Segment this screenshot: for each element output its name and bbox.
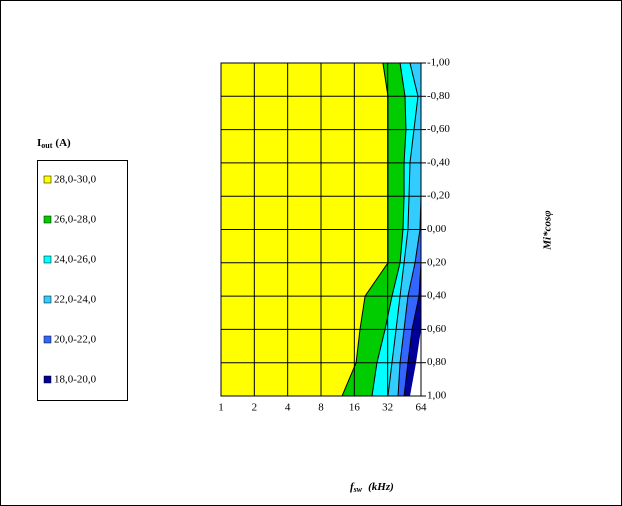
legend-label: 24,0-26,0 xyxy=(54,254,97,266)
contour-line xyxy=(341,62,389,397)
y-tick-label: -0,80 xyxy=(427,90,450,102)
contour-band xyxy=(342,63,406,396)
x-tick-label: 64 xyxy=(416,402,428,414)
contour-band xyxy=(371,63,418,396)
contour-line xyxy=(387,62,419,397)
y-tick-label: 0,80 xyxy=(427,356,447,368)
y-tick-label: -1,00 xyxy=(427,57,450,69)
legend-swatch xyxy=(43,295,52,304)
x-tick-label: 2 xyxy=(252,402,258,414)
legend-label: 22,0-24,0 xyxy=(54,294,97,306)
contour-band xyxy=(404,63,421,396)
y-tick-label: 0,60 xyxy=(427,323,447,335)
legend-label: 18,0-20,0 xyxy=(54,374,97,386)
legend-title: Iout (A) xyxy=(37,137,71,150)
y-tick-label: -0,60 xyxy=(427,123,450,135)
y-tick-label: -0,40 xyxy=(427,156,450,168)
legend-swatch xyxy=(43,335,52,344)
y-tick-label: 0,20 xyxy=(427,256,447,268)
x-axis-label: fsw (kHz) xyxy=(350,481,394,494)
y-tick-label: 0,40 xyxy=(427,290,447,302)
y-tick-label: 1,00 xyxy=(427,390,447,402)
legend-swatch xyxy=(43,255,52,264)
legend-swatch xyxy=(43,215,52,224)
legend-swatch xyxy=(43,175,52,184)
y-axis-label: Mi*cosφ xyxy=(542,210,554,251)
legend-label: 26,0-28,0 xyxy=(54,214,97,226)
legend-swatch xyxy=(43,375,52,384)
x-tick-label: 1 xyxy=(218,402,224,414)
contour-line xyxy=(371,62,407,397)
legend-box xyxy=(37,160,128,401)
x-tick-label: 4 xyxy=(285,402,291,414)
contour-band xyxy=(387,63,421,396)
x-tick-label: 16 xyxy=(349,402,361,414)
x-tick-label: 32 xyxy=(382,402,393,414)
y-tick-label: 0,00 xyxy=(427,223,447,235)
legend-label: 20,0-22,0 xyxy=(54,334,97,346)
legend-label: 28,0-30,0 xyxy=(54,174,97,186)
y-tick-label: -0,20 xyxy=(427,190,450,202)
x-tick-label: 8 xyxy=(318,402,324,414)
